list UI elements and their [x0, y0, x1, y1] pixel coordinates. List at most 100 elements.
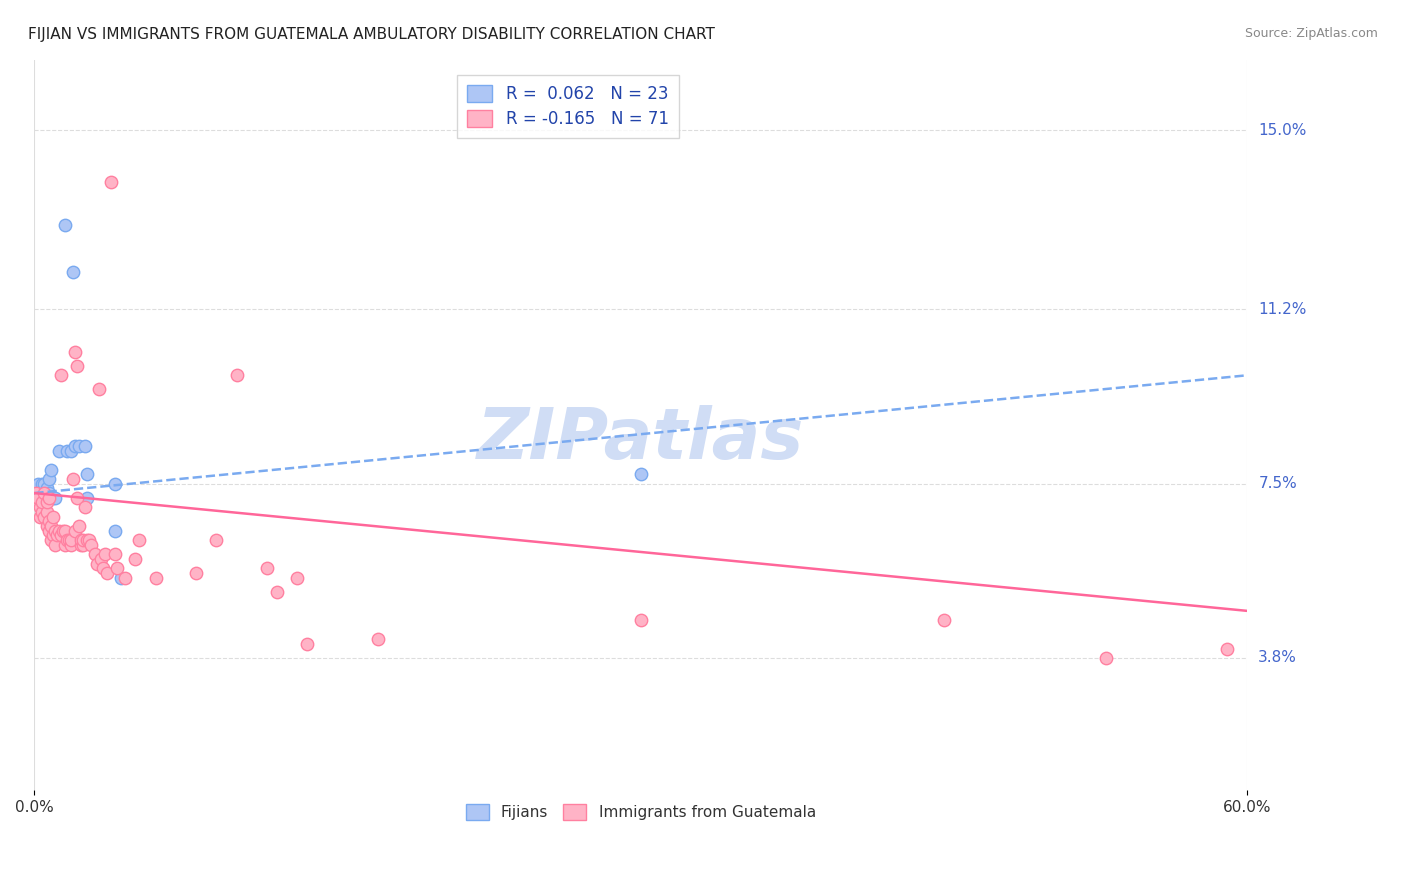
Point	[266, 585, 288, 599]
Point	[630, 467, 652, 482]
Point	[66, 359, 89, 373]
Text: 7.5%: 7.5%	[1258, 476, 1296, 491]
Point	[145, 571, 167, 585]
Text: FIJIAN VS IMMIGRANTS FROM GUATEMALA AMBULATORY DISABILITY CORRELATION CHART: FIJIAN VS IMMIGRANTS FROM GUATEMALA AMBU…	[28, 27, 716, 42]
Point	[104, 547, 127, 561]
Point	[63, 439, 86, 453]
Point	[35, 519, 58, 533]
Point	[285, 571, 308, 585]
Point	[30, 509, 52, 524]
Point	[73, 500, 96, 515]
Point	[38, 472, 60, 486]
Point	[70, 538, 93, 552]
Point	[38, 491, 60, 505]
Text: 11.2%: 11.2%	[1258, 301, 1306, 317]
Point	[67, 439, 90, 453]
Point	[62, 472, 84, 486]
Point	[53, 538, 76, 552]
Point	[70, 533, 93, 548]
Point	[44, 538, 66, 552]
Point	[35, 495, 58, 509]
Point	[104, 524, 127, 538]
Point	[80, 538, 103, 552]
Point	[39, 519, 62, 533]
Point	[44, 491, 66, 505]
Point	[34, 476, 56, 491]
Point	[58, 533, 80, 548]
Point	[114, 571, 136, 585]
Point	[34, 509, 56, 524]
Point	[41, 509, 63, 524]
Point	[76, 491, 98, 505]
Point	[38, 486, 60, 500]
Text: 15.0%: 15.0%	[1258, 123, 1306, 137]
Point	[72, 538, 94, 552]
Point	[31, 505, 53, 519]
Point	[35, 505, 58, 519]
Legend: Fijians, Immigrants from Guatemala: Fijians, Immigrants from Guatemala	[460, 797, 823, 826]
Point	[84, 547, 107, 561]
Point	[104, 476, 127, 491]
Point	[38, 514, 60, 528]
Point	[76, 467, 98, 482]
Point	[76, 533, 98, 548]
Point	[31, 476, 53, 491]
Point	[62, 265, 84, 279]
Point	[77, 533, 100, 548]
Point	[105, 561, 128, 575]
Point	[53, 524, 76, 538]
Point	[86, 557, 108, 571]
Point	[49, 528, 72, 542]
Point	[53, 218, 76, 232]
Point	[49, 368, 72, 383]
Point	[34, 486, 56, 500]
Point	[87, 383, 110, 397]
Point	[205, 533, 228, 548]
Point	[91, 561, 114, 575]
Point	[59, 533, 82, 548]
Point	[44, 524, 66, 538]
Text: ZIPatlas: ZIPatlas	[477, 405, 804, 474]
Point	[225, 368, 247, 383]
Point	[45, 528, 67, 542]
Point	[66, 491, 89, 505]
Point	[94, 547, 117, 561]
Point	[124, 552, 146, 566]
Point	[110, 571, 132, 585]
Text: Source: ZipAtlas.com: Source: ZipAtlas.com	[1244, 27, 1378, 40]
Point	[932, 613, 955, 627]
Point	[48, 524, 70, 538]
Point	[100, 175, 122, 189]
Point	[72, 533, 94, 548]
Point	[59, 538, 82, 552]
Point	[63, 344, 86, 359]
Point	[31, 495, 53, 509]
Point	[39, 533, 62, 548]
Point	[63, 524, 86, 538]
Point	[256, 561, 278, 575]
Point	[27, 491, 49, 505]
Point	[184, 566, 207, 581]
Point	[1216, 641, 1239, 656]
Point	[297, 637, 319, 651]
Point	[96, 566, 118, 581]
Point	[38, 524, 60, 538]
Point	[367, 632, 389, 647]
Point	[67, 519, 90, 533]
Point	[30, 500, 52, 515]
Point	[48, 443, 70, 458]
Point	[41, 491, 63, 505]
Point	[128, 533, 150, 548]
Point	[41, 528, 63, 542]
Point	[630, 613, 652, 627]
Point	[25, 486, 48, 500]
Point	[52, 524, 75, 538]
Point	[39, 462, 62, 476]
Point	[55, 443, 77, 458]
Text: 3.8%: 3.8%	[1258, 650, 1298, 665]
Point	[55, 533, 77, 548]
Point	[35, 481, 58, 495]
Point	[90, 552, 112, 566]
Point	[59, 443, 82, 458]
Point	[27, 476, 49, 491]
